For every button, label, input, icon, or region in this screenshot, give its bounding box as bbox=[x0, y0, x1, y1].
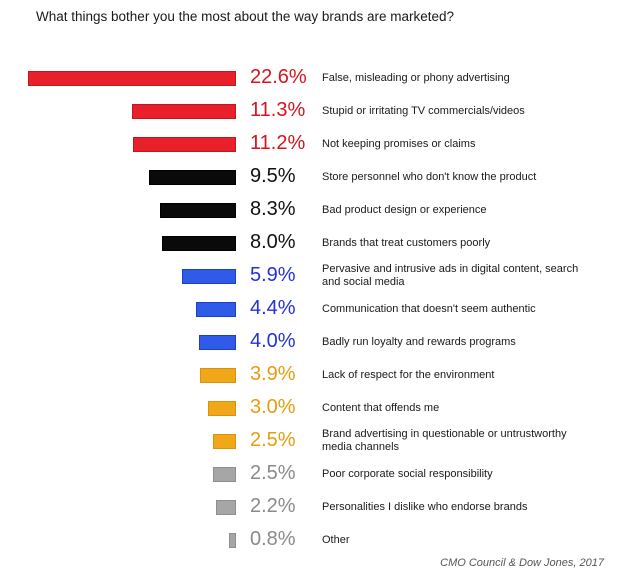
category-label: Poor corporate social responsibility bbox=[322, 468, 493, 480]
category-label: Content that offends me bbox=[322, 402, 440, 414]
category-label: Pervasive and intrusive ads in digital c… bbox=[322, 263, 579, 288]
bar bbox=[148, 170, 236, 185]
bar bbox=[208, 401, 236, 416]
value-label: 3.9% bbox=[250, 363, 296, 385]
bar bbox=[162, 236, 236, 251]
value-label: 0.8% bbox=[250, 528, 296, 550]
bar bbox=[159, 203, 236, 218]
value-label: 8.3% bbox=[250, 198, 296, 220]
category-label: Other bbox=[322, 534, 350, 546]
bar bbox=[181, 269, 236, 284]
bar bbox=[132, 137, 236, 152]
category-label: Lack of respect for the environment bbox=[322, 369, 495, 381]
value-label: 5.9% bbox=[250, 264, 296, 286]
bar bbox=[200, 368, 236, 383]
value-label: 8.0% bbox=[250, 231, 296, 253]
bar bbox=[213, 467, 236, 482]
bar bbox=[132, 104, 236, 119]
category-label: Communication that doesn't seem authenti… bbox=[322, 303, 536, 315]
value-label: 22.6% bbox=[250, 66, 307, 88]
category-label: Brands that treat customers poorly bbox=[322, 237, 491, 249]
source-credit: CMO Council & Dow Jones, 2017 bbox=[440, 557, 604, 569]
category-label: Brand advertising in questionable or unt… bbox=[322, 428, 567, 453]
bar bbox=[199, 335, 236, 350]
bar bbox=[195, 302, 236, 317]
bar bbox=[215, 500, 236, 515]
value-label: 4.0% bbox=[250, 330, 296, 352]
value-label: 11.3% bbox=[250, 99, 306, 121]
value-label: 11.2% bbox=[250, 132, 306, 154]
category-label: Stupid or irritating TV commercials/vide… bbox=[322, 105, 525, 117]
category-label: False, misleading or phony advertising bbox=[322, 72, 510, 84]
bar bbox=[228, 533, 236, 548]
value-label: 3.0% bbox=[250, 396, 296, 418]
value-label: 2.5% bbox=[250, 429, 296, 451]
category-label: Bad product design or experience bbox=[322, 204, 487, 216]
category-label: Personalities I dislike who endorse bran… bbox=[322, 501, 528, 513]
bar bbox=[213, 434, 236, 449]
category-label: Not keeping promises or claims bbox=[322, 138, 476, 150]
bar bbox=[28, 71, 236, 86]
chart-title: What things bother you the most about th… bbox=[36, 9, 454, 24]
category-label: Badly run loyalty and rewards programs bbox=[322, 336, 516, 348]
value-label: 9.5% bbox=[250, 165, 296, 187]
value-label: 4.4% bbox=[250, 297, 296, 319]
value-label: 2.2% bbox=[250, 495, 296, 517]
category-label: Store personnel who don't know the produ… bbox=[322, 171, 537, 183]
value-label: 2.5% bbox=[250, 462, 296, 484]
